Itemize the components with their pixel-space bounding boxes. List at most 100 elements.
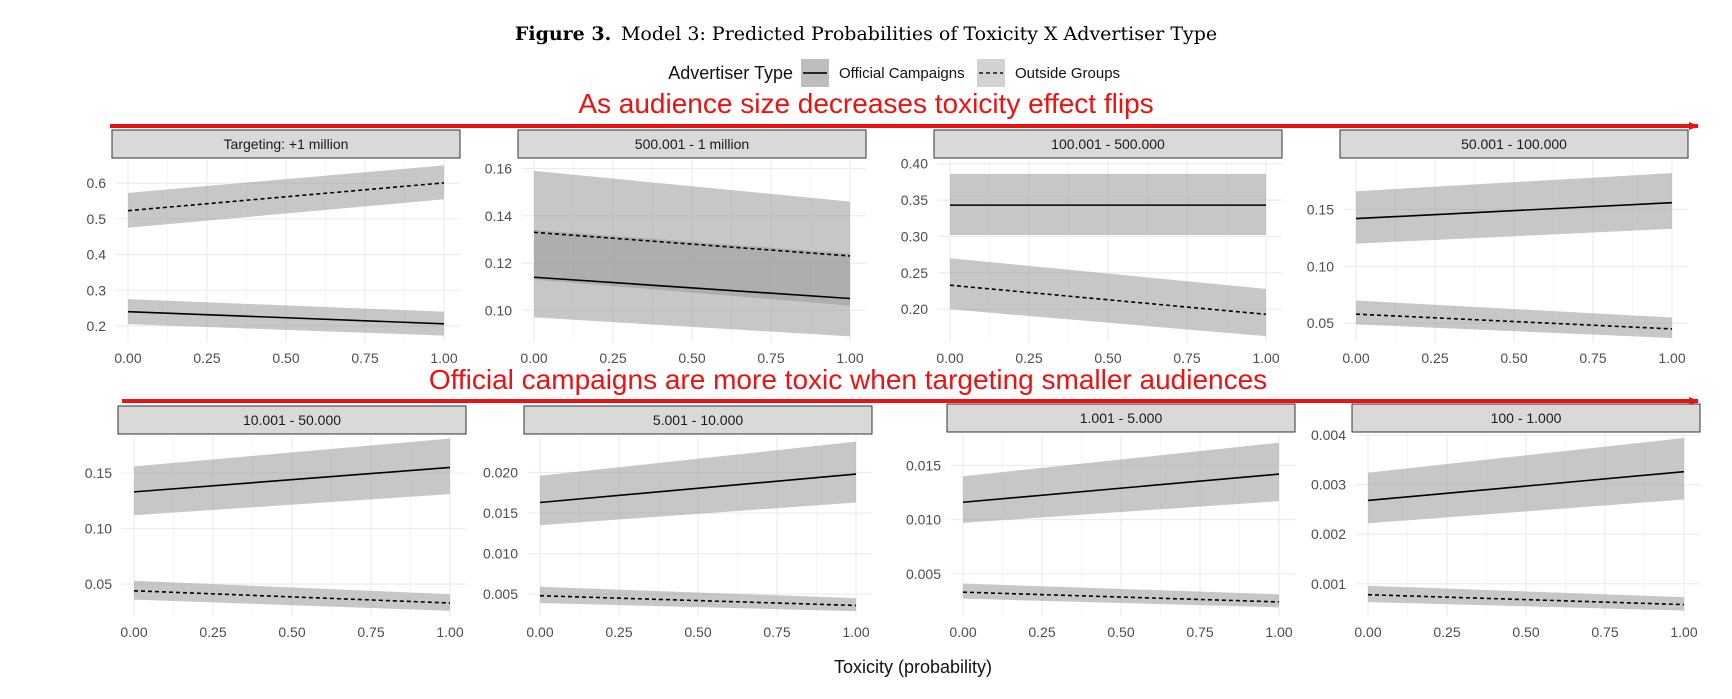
x-tick-label: 0.75: [357, 624, 384, 640]
outside-ci-band: [1356, 300, 1672, 339]
legend-label-official: Official Campaigns: [839, 65, 965, 82]
facet-strip: [933, 129, 1283, 159]
facet-title: 500.001 - 1 million: [635, 136, 749, 152]
facet-title: 100 - 1.000: [1491, 410, 1562, 426]
x-tick-label: 0.75: [1173, 350, 1200, 366]
facet-strip: [117, 405, 467, 435]
x-tick-label: 0.75: [763, 624, 790, 640]
facet-panel: 100 - 1.000 0.00 0.25 0.50 0.75 1.00 0.001 0.00…: [1311, 403, 1701, 640]
y-tick-label: 0.14: [485, 208, 512, 224]
facet-title: 100.001 - 500.000: [1051, 136, 1165, 152]
x-tick-label: 0.00: [526, 624, 553, 640]
y-tick-label: 0.16: [485, 161, 512, 177]
official-ci-band: [1368, 437, 1684, 524]
official-line: [133, 466, 451, 493]
official-ci-band: [1356, 173, 1672, 244]
y-tick-label: 0.020: [483, 464, 518, 480]
official-line: [1355, 201, 1673, 220]
facet-panel: 50.001 - 100.000 0.00 0.25 0.50 0.75 1.00 0.05…: [1307, 129, 1689, 366]
x-tick-label: 0.25: [599, 350, 626, 366]
outside-line: [133, 589, 451, 604]
x-tick-label: 0.75: [757, 350, 784, 366]
x-axis-label: Toxicity (probability): [834, 657, 992, 677]
x-tick-label: 0.50: [684, 624, 711, 640]
figure-caption-text: Model 3: Predicted Probabilities of Toxi…: [621, 23, 1217, 45]
y-tick-label: 0.015: [906, 457, 941, 473]
x-tick-label: 0.00: [114, 350, 141, 366]
y-tick-label: 0.10: [485, 302, 512, 318]
annotation-top: As audience size decreases toxicity effe…: [578, 88, 1153, 119]
x-tick-label: 0.75: [1579, 350, 1606, 366]
facet-strip: [1351, 403, 1701, 433]
y-tick-label: 0.2: [87, 318, 107, 334]
x-tick-label: 0.00: [1342, 350, 1369, 366]
y-tick-label: 0.15: [1307, 201, 1334, 217]
y-tick-label: 0.010: [483, 546, 518, 562]
outside-line: [533, 231, 851, 257]
x-tick-label: 0.25: [605, 624, 632, 640]
y-tick-label: 0.30: [901, 228, 928, 244]
x-tick-label: 0.50: [278, 624, 305, 640]
x-tick-label: 0.25: [1433, 624, 1460, 640]
x-tick-label: 0.50: [1107, 624, 1134, 640]
x-tick-label: 0.25: [1015, 350, 1042, 366]
outside-ci-band: [950, 258, 1266, 337]
facet-strip: [111, 129, 461, 159]
figure-label: Figure 3.: [515, 23, 611, 45]
x-tick-label: 1.00: [842, 624, 869, 640]
y-tick-label: 0.15: [85, 465, 112, 481]
y-tick-label: 0.25: [901, 265, 928, 281]
x-tick-label: 1.00: [1658, 350, 1685, 366]
x-tick-label: 0.00: [520, 350, 547, 366]
outside-line: [949, 284, 1267, 316]
facet-title: Targeting: +1 million: [224, 136, 349, 152]
outside-line: [127, 182, 445, 212]
facet-strip: [946, 403, 1296, 433]
official-line: [1367, 470, 1685, 502]
x-tick-label: 0.25: [1421, 350, 1448, 366]
outside-ci-band: [134, 580, 450, 611]
y-tick-label: 0.010: [906, 512, 941, 528]
y-tick-label: 0.005: [483, 586, 518, 602]
y-tick-label: 0.005: [906, 566, 941, 582]
facet-panel: 1.001 - 5.000 0.00 0.25 0.50 0.75 1.00 0.005 0.…: [906, 403, 1296, 640]
facet-title: 50.001 - 100.000: [1461, 136, 1567, 152]
x-tick-label: 0.00: [949, 624, 976, 640]
y-tick-label: 0.6: [87, 175, 107, 191]
x-tick-label: 0.00: [120, 624, 147, 640]
x-tick-label: 0.50: [1512, 624, 1539, 640]
x-tick-label: 0.50: [678, 350, 705, 366]
x-tick-label: 0.75: [1186, 624, 1213, 640]
official-line: [962, 473, 1280, 504]
annotation-bottom: Official campaigns are more toxic when t…: [429, 364, 1267, 395]
figure-caption: Figure 3. Model 3: Predicted Probabiliti…: [515, 23, 1217, 45]
legend-label-outside: Outside Groups: [1015, 65, 1120, 82]
outside-ci-band: [128, 165, 444, 228]
y-tick-label: 0.003: [1311, 477, 1346, 493]
x-tick-label: 0.25: [199, 624, 226, 640]
x-tick-label: 0.50: [1094, 350, 1121, 366]
facet-title: 5.001 - 10.000: [653, 412, 744, 428]
facet-panel: 10.001 - 50.000 0.00 0.25 0.50 0.75 1.00 0.05 0…: [85, 405, 467, 640]
x-tick-label: 0.50: [272, 350, 299, 366]
legend: Advertiser Type Official Campaigns Outsi…: [668, 59, 1120, 87]
outside-line: [1355, 313, 1673, 330]
x-tick-label: 0.00: [936, 350, 963, 366]
facet-panel: Targeting: +1 million 0.00 0.25 0.50 0.75 1.0…: [87, 129, 461, 366]
x-tick-label: 0.50: [1500, 350, 1527, 366]
official-ci-band: [134, 438, 450, 516]
facet-panel: 100.001 - 500.000 0.00 0.25 0.50 0.75 1.00 0.2…: [901, 129, 1283, 366]
facet-strip: [1339, 129, 1689, 159]
x-tick-label: 0.75: [351, 350, 378, 366]
y-tick-label: 0.002: [1311, 526, 1346, 542]
x-tick-label: 1.00: [436, 624, 463, 640]
outside-line: [1367, 593, 1685, 606]
official-ci-band: [963, 442, 1279, 523]
y-tick-label: 0.4: [87, 247, 107, 263]
y-tick-label: 0.12: [485, 255, 512, 271]
y-tick-label: 0.3: [87, 282, 107, 298]
y-tick-label: 0.5: [87, 211, 107, 227]
x-tick-label: 1.00: [1670, 624, 1697, 640]
x-tick-label: 0.25: [1028, 624, 1055, 640]
